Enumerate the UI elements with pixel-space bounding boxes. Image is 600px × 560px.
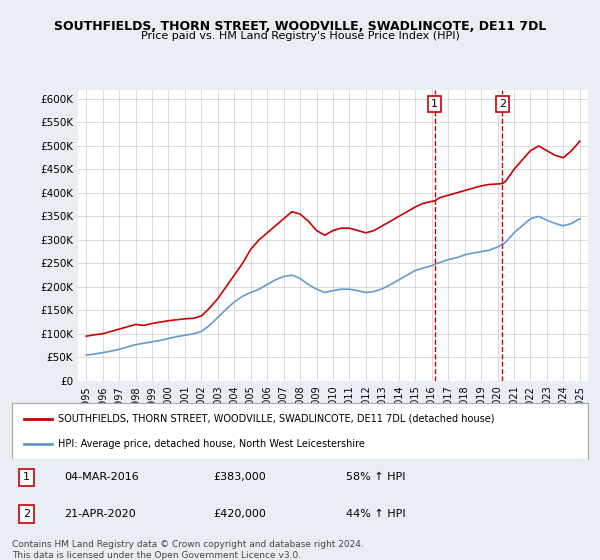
Text: HPI: Average price, detached house, North West Leicestershire: HPI: Average price, detached house, Nort… [58,438,365,449]
Text: 1: 1 [23,473,30,482]
Text: £420,000: £420,000 [214,509,266,519]
Text: 2: 2 [23,509,30,519]
Text: Price paid vs. HM Land Registry's House Price Index (HPI): Price paid vs. HM Land Registry's House … [140,31,460,41]
Text: 04-MAR-2016: 04-MAR-2016 [64,473,139,482]
Text: 2: 2 [499,99,506,109]
Text: SOUTHFIELDS, THORN STREET, WOODVILLE, SWADLINCOTE, DE11 7DL: SOUTHFIELDS, THORN STREET, WOODVILLE, SW… [54,20,546,32]
Text: 58% ↑ HPI: 58% ↑ HPI [346,473,406,482]
Text: SOUTHFIELDS, THORN STREET, WOODVILLE, SWADLINCOTE, DE11 7DL (detached house): SOUTHFIELDS, THORN STREET, WOODVILLE, SW… [58,414,494,424]
Text: 1: 1 [431,99,438,109]
Text: £383,000: £383,000 [214,473,266,482]
Text: 44% ↑ HPI: 44% ↑ HPI [346,509,406,519]
Text: Contains HM Land Registry data © Crown copyright and database right 2024.
This d: Contains HM Land Registry data © Crown c… [12,540,364,560]
Text: 21-APR-2020: 21-APR-2020 [64,509,136,519]
